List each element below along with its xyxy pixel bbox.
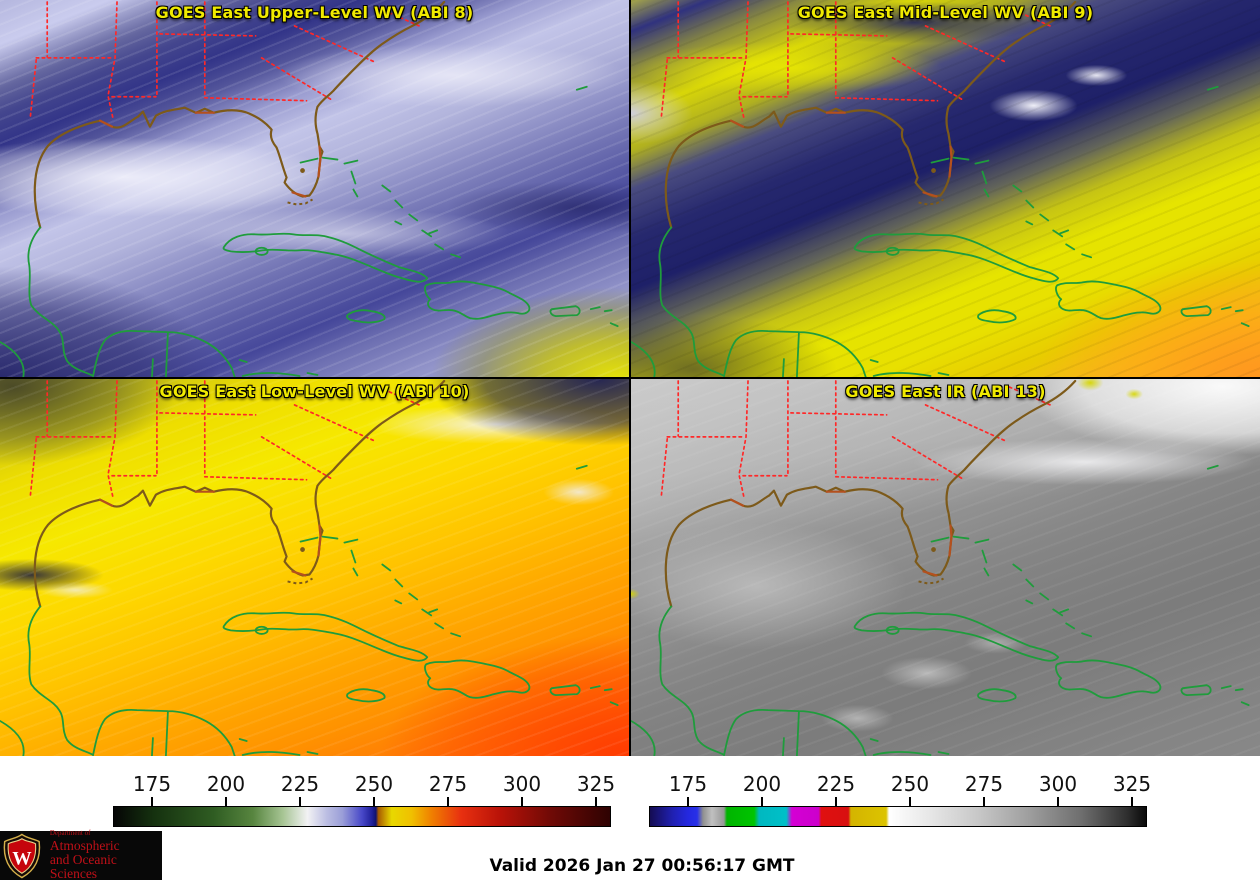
wv-colorbar-ticks [113,797,611,806]
uw-crest-icon: W [3,833,41,878]
uw-aos-logo: W Department of Atmospheric and Oceanic … [0,828,162,882]
tick-label: 250 [890,772,930,796]
panel-grid: GOES East Upper-Level WV (ABI 8) GOES Ea… [0,0,1260,756]
tick-label: 300 [1038,772,1078,796]
basemap-overlay [631,379,1250,756]
panel-title-abi13: GOES East IR (ABI 13) [845,382,1046,401]
ir-colorbar-ticks [649,797,1147,806]
wv-colorbar-labels: 175 200 225 250 275 300 325 [113,772,615,796]
tick-label: 275 [964,772,1004,796]
panel-title-abi10: GOES East Low-Level WV (ABI 10) [159,382,470,401]
panel-upper-level-wv: GOES East Upper-Level WV (ABI 8) [0,0,629,377]
tick-label: 175 [668,772,708,796]
footer: 175 200 225 250 275 300 325 175 200 225 … [0,756,1260,882]
ir-colorbar-labels: 175 200 225 250 275 300 325 [649,772,1151,796]
panel-low-level-wv: GOES East Low-Level WV (ABI 10) [0,379,629,756]
logo-text: Department of Atmospheric and Oceanic Sc… [49,828,162,882]
tick-label: 300 [502,772,542,796]
logo-department-line: Department of [49,828,91,837]
wv-colorbar: 175 200 225 250 275 300 325 [113,772,615,844]
tick-label: 250 [354,772,394,796]
tick-label: 325 [576,772,616,796]
panel-title-abi9: GOES East Mid-Level WV (ABI 9) [797,3,1094,22]
ir-colorbar: 175 200 225 250 275 300 325 [649,772,1151,844]
panel-title-abi8: GOES East Upper-Level WV (ABI 8) [155,3,474,22]
basemap-overlay [0,0,619,377]
logo-name-line1: Atmospheric [49,837,120,853]
logo-name-line2: and Oceanic Sciences [49,852,117,882]
tick-label: 175 [132,772,172,796]
tick-label: 225 [280,772,320,796]
panel-ir: GOES East IR (ABI 13) [631,379,1260,756]
tick-label: 200 [742,772,782,796]
uw-monogram: W [12,848,32,869]
ir-colorbar-gradient [649,806,1147,827]
panel-mid-level-wv: GOES East Mid-Level WV (ABI 9) [631,0,1260,377]
tick-label: 200 [206,772,246,796]
tick-label: 225 [816,772,856,796]
basemap-overlay [631,0,1250,377]
valid-timestamp: Valid 2026 Jan 27 00:56:17 GMT [489,856,795,876]
wv-colorbar-gradient [113,806,611,827]
tick-label: 275 [428,772,468,796]
basemap-overlay [0,379,619,756]
tick-label: 325 [1112,772,1152,796]
